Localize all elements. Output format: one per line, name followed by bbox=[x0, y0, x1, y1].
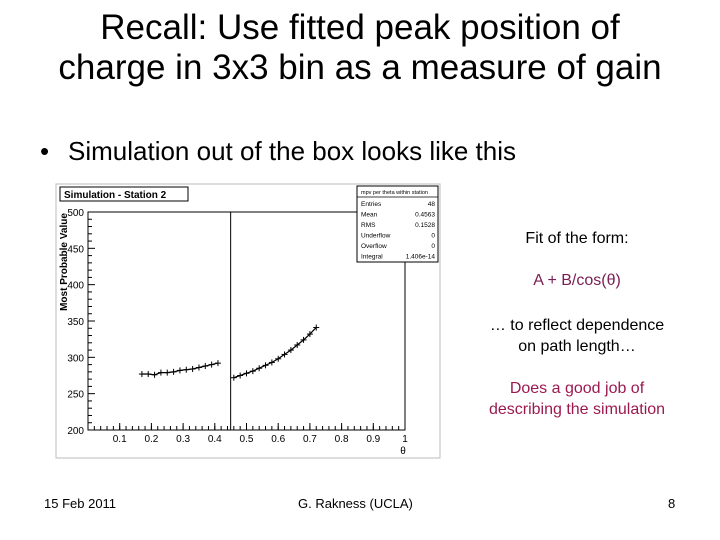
stats-row-label: Entries bbox=[361, 201, 382, 208]
stats-row-value: 0 bbox=[431, 243, 435, 250]
data-point bbox=[294, 341, 301, 348]
data-point bbox=[256, 365, 263, 372]
y-tick-label: 500 bbox=[67, 208, 84, 219]
x-tick-label: 0.2 bbox=[144, 434, 158, 445]
good-line-2: describing the simulation bbox=[488, 401, 666, 418]
data-point bbox=[164, 369, 171, 376]
y-tick-label: 450 bbox=[67, 244, 84, 255]
data-point bbox=[176, 367, 183, 374]
fit-label: Fit of the form: bbox=[525, 230, 629, 247]
data-point bbox=[249, 368, 256, 375]
y-tick-label: 300 bbox=[67, 353, 84, 364]
data-point bbox=[189, 365, 196, 372]
stats-row-label: Mean bbox=[361, 212, 378, 219]
data-point bbox=[230, 374, 237, 381]
stats-row-label: Overflow bbox=[361, 243, 387, 250]
data-point bbox=[306, 331, 313, 338]
chart-title-box bbox=[59, 186, 189, 202]
data-point bbox=[281, 351, 288, 358]
stats-row-value: 0.4563 bbox=[415, 212, 435, 219]
data-point bbox=[262, 362, 269, 369]
x-tick-label: 0.3 bbox=[176, 434, 190, 445]
data-point bbox=[313, 324, 320, 331]
data-point bbox=[243, 370, 250, 377]
y-tick-label: 400 bbox=[67, 281, 84, 292]
x-tick-label: 0.7 bbox=[303, 434, 317, 445]
data-point bbox=[268, 359, 275, 366]
title-line-1: Recall: Use fitted peak position of bbox=[100, 8, 620, 47]
reflect-line-2: on path length… bbox=[518, 338, 636, 355]
x-axis-label: θ bbox=[400, 446, 406, 457]
data-point bbox=[287, 347, 294, 354]
x-tick-label: 1 bbox=[402, 434, 408, 445]
y-tick-label: 250 bbox=[67, 390, 84, 401]
good-note: Does a good job of describing the simula… bbox=[452, 378, 702, 420]
stats-box bbox=[356, 185, 439, 263]
data-point bbox=[183, 366, 190, 373]
good-line-1: Does a good job of bbox=[509, 380, 645, 397]
page-number: 8 bbox=[668, 496, 676, 511]
bullet-text: Simulation out of the box looks like thi… bbox=[68, 136, 517, 166]
stats-row-value: 0.1528 bbox=[415, 222, 435, 229]
x-tick-label: 0.1 bbox=[113, 434, 127, 445]
x-tick-label: 0.9 bbox=[366, 434, 380, 445]
data-point bbox=[138, 371, 145, 378]
data-point bbox=[195, 364, 202, 371]
data-point bbox=[145, 371, 152, 378]
y-tick-label: 200 bbox=[67, 426, 84, 437]
y-tick-label: 350 bbox=[67, 317, 84, 328]
x-tick-label: 0.6 bbox=[271, 434, 285, 445]
fit-curve-2 bbox=[233, 327, 317, 379]
stats-row-value: 48 bbox=[428, 201, 436, 208]
x-tick-label: 0.4 bbox=[208, 434, 222, 445]
stats-header: mpv per theta within station bbox=[361, 190, 428, 196]
reflect-line-1: … to reflect dependence bbox=[489, 317, 665, 334]
data-point bbox=[170, 368, 177, 375]
fit-formula: A + B/cos(θ) bbox=[533, 272, 621, 289]
title-line-2: charge in 3x3 bin as a measure of gain bbox=[58, 48, 662, 87]
data-point bbox=[275, 355, 282, 362]
data-point bbox=[237, 372, 244, 379]
data-point bbox=[151, 371, 158, 378]
fit-curve-1 bbox=[141, 362, 219, 376]
data-point bbox=[208, 361, 215, 368]
data-point bbox=[300, 336, 307, 343]
stats-row-label: Integral bbox=[361, 254, 383, 261]
stats-row-label: RMS bbox=[361, 222, 376, 229]
stats-row-label: Underflow bbox=[361, 233, 391, 240]
y-axis-label: Most Probable Value bbox=[59, 213, 70, 311]
x-tick-label: 0.5 bbox=[240, 434, 254, 445]
chart-frame bbox=[55, 183, 441, 459]
footer-author: G. Rakness (UCLA) bbox=[298, 496, 413, 511]
data-point bbox=[202, 363, 209, 370]
stats-row-value: 0 bbox=[431, 233, 435, 240]
plot-area bbox=[87, 211, 406, 431]
bullet-dot: • bbox=[40, 136, 50, 166]
stats-row-value: 1.406e-14 bbox=[406, 254, 436, 261]
reflect-note: … to reflect dependence on path length… bbox=[452, 315, 702, 357]
x-tick-label: 0.8 bbox=[335, 434, 349, 445]
data-point bbox=[157, 369, 164, 376]
bullet-item: • Simulation out of the box looks like th… bbox=[40, 135, 516, 167]
footer-date: 15 Feb 2011 bbox=[44, 496, 117, 511]
data-point bbox=[214, 360, 221, 367]
slide-title: Recall: Use fitted peak position of char… bbox=[0, 8, 720, 88]
chart-title: Simulation - Station 2 bbox=[64, 190, 167, 201]
